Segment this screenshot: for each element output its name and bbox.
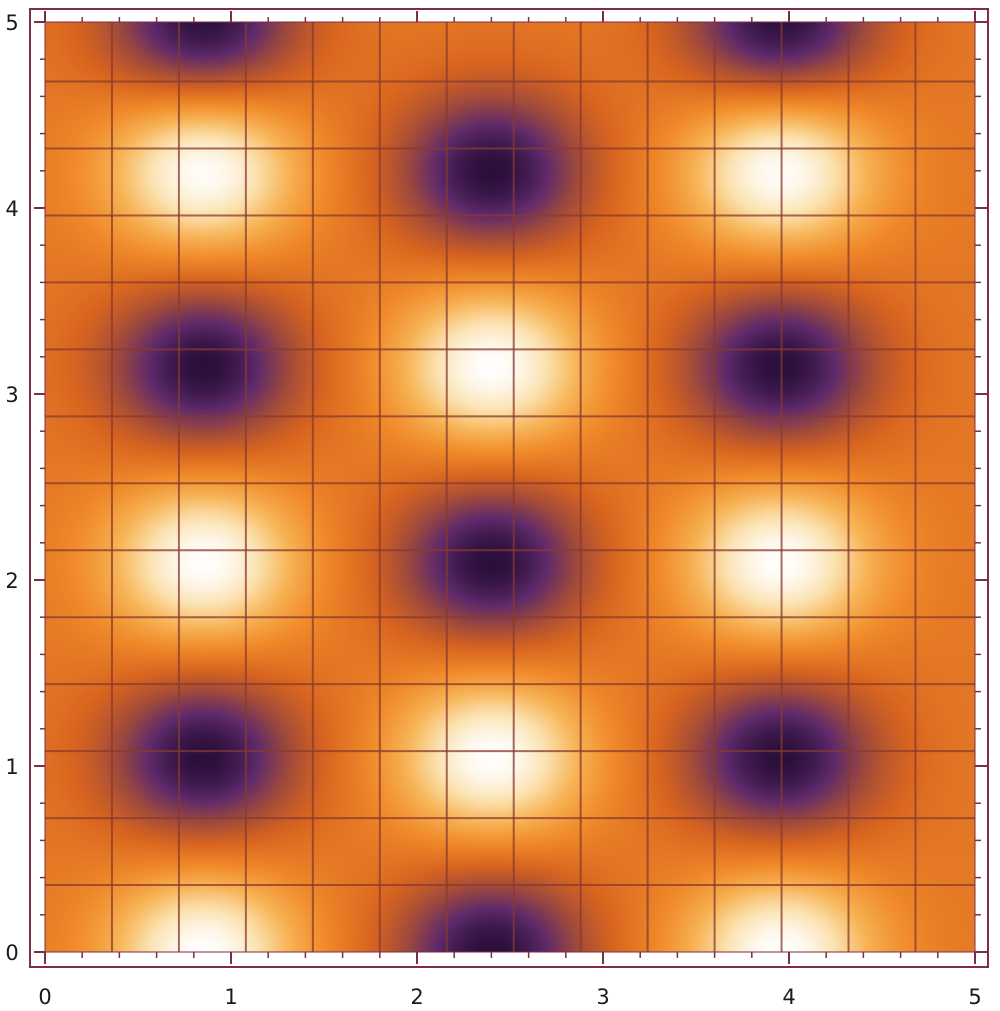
y-tick-label-4: 4 [5, 197, 18, 221]
x-tick-label-2: 2 [410, 985, 423, 1009]
y-tick-label-3: 3 [5, 383, 18, 407]
x-axis-labels: 0 1 2 3 4 5 [38, 985, 981, 1009]
x-tick-label-1: 1 [224, 985, 237, 1009]
y-tick-label-0: 0 [5, 941, 18, 965]
y-tick-label-2: 2 [5, 569, 18, 593]
heatmap-surface [45, 22, 975, 952]
x-tick-label-5: 5 [968, 985, 981, 1009]
y-tick-label-1: 1 [5, 755, 18, 779]
y-tick-label-5: 5 [5, 11, 18, 35]
x-tick-label-4: 4 [782, 985, 795, 1009]
x-tick-label-3: 3 [596, 985, 609, 1009]
y-axis-labels: 0 1 2 3 4 5 [5, 11, 18, 965]
x-tick-label-0: 0 [38, 985, 51, 1009]
